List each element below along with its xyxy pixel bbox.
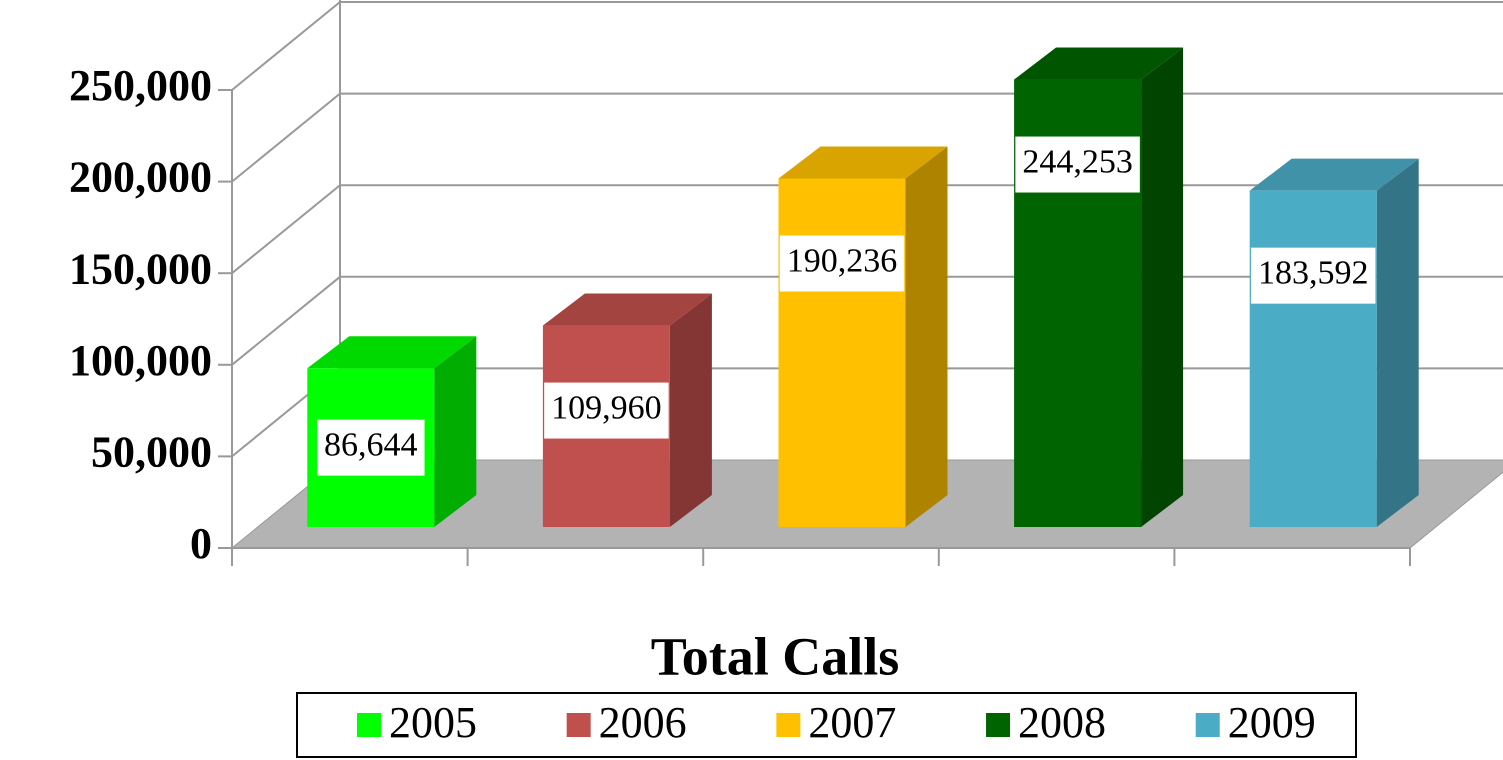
bar bbox=[778, 178, 906, 527]
bar-side bbox=[669, 293, 712, 527]
value-label: 109,960 bbox=[551, 389, 662, 426]
legend-swatch bbox=[776, 713, 801, 737]
value-label-box bbox=[779, 235, 905, 292]
legend-box bbox=[296, 692, 1357, 758]
y-tick-label: 150,000 bbox=[69, 244, 212, 293]
legend-swatch bbox=[566, 713, 591, 737]
value-label: 183,592 bbox=[1258, 254, 1369, 291]
bar bbox=[1249, 190, 1377, 527]
value-label: 190,236 bbox=[787, 242, 898, 279]
legend-label: 2009 bbox=[1228, 698, 1316, 747]
bar-side bbox=[905, 146, 948, 527]
value-label-box bbox=[544, 382, 669, 439]
bar-side bbox=[1141, 47, 1184, 527]
bar-side bbox=[1376, 158, 1419, 527]
legend-label: 2006 bbox=[599, 698, 687, 747]
y-tick-label: 250,000 bbox=[69, 61, 212, 110]
grid-line bbox=[231, 1, 1503, 91]
y-tick-label: 50,000 bbox=[91, 427, 212, 476]
bar-side bbox=[434, 336, 477, 527]
legend-label: 2005 bbox=[389, 698, 477, 747]
value-label-box bbox=[1250, 247, 1376, 304]
value-label-box bbox=[317, 419, 425, 476]
y-tick-label: 200,000 bbox=[69, 153, 212, 202]
value-label-box bbox=[1015, 136, 1140, 193]
legend-swatch bbox=[357, 713, 381, 737]
y-tick-label: 100,000 bbox=[69, 336, 212, 385]
x-category-label: Total Calls bbox=[651, 626, 900, 686]
legend-swatch bbox=[1195, 713, 1220, 737]
value-label: 244,253 bbox=[1022, 143, 1133, 180]
bar-top bbox=[778, 146, 948, 179]
legend-label: 2008 bbox=[1018, 698, 1106, 747]
bar-top bbox=[307, 336, 477, 369]
bar-top bbox=[542, 293, 712, 326]
legend-swatch bbox=[986, 713, 1011, 737]
bar-top bbox=[1249, 158, 1419, 191]
bar-top bbox=[1014, 47, 1184, 80]
y-tick-label: 0 bbox=[190, 519, 212, 568]
legend-label: 2007 bbox=[808, 698, 896, 747]
value-label: 86,644 bbox=[324, 426, 418, 463]
